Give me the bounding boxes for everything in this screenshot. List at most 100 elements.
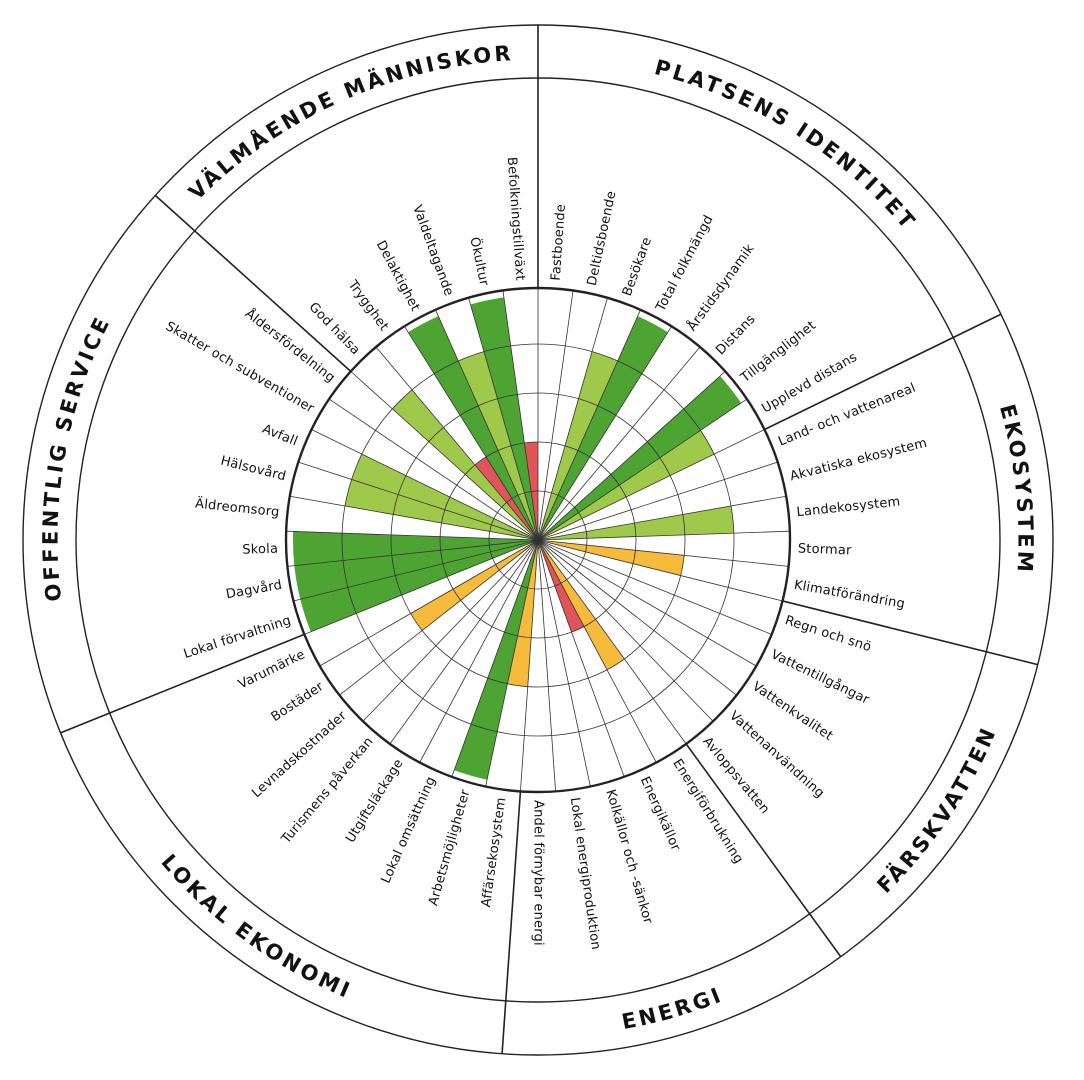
category-label-path: ENERGI bbox=[620, 982, 724, 1034]
spoke-line bbox=[537, 297, 608, 541]
spoke-line bbox=[350, 371, 539, 541]
spoke-line bbox=[435, 309, 539, 541]
category-divider bbox=[685, 743, 842, 958]
spoke-line bbox=[468, 297, 539, 541]
indicator-label: Delaktighet bbox=[373, 238, 423, 314]
spoke-line bbox=[537, 530, 790, 541]
indicator-label: Ökultur bbox=[466, 235, 493, 287]
ring-layer bbox=[22, 24, 1054, 1056]
spoke-line bbox=[304, 539, 539, 635]
indicator-label: Energikällor bbox=[637, 774, 683, 853]
spoke-line bbox=[375, 346, 539, 541]
spoke-line bbox=[293, 539, 539, 602]
indicator-label: Skatter och subventioner bbox=[163, 319, 317, 417]
spoke-line bbox=[537, 539, 657, 763]
spoke-line bbox=[537, 371, 726, 541]
indicator-label: Hälsovård bbox=[219, 454, 288, 485]
indicator-label: Valdeltagande bbox=[409, 203, 456, 298]
bar-trygghet bbox=[475, 456, 538, 540]
indicator-label: Fastboende bbox=[549, 203, 569, 281]
bar-upplevd-distans bbox=[538, 430, 715, 540]
spoke-line bbox=[286, 530, 539, 541]
spoke-line bbox=[287, 539, 539, 567]
indicator-label: Deltidsboende bbox=[585, 190, 620, 288]
category-divider bbox=[501, 791, 522, 1054]
spoke-line bbox=[520, 539, 539, 792]
bar-arbetsm-jligheter bbox=[454, 540, 538, 780]
indicator-label: Andel förnybar energi bbox=[531, 800, 546, 946]
indicator-label: Äldreomsorg bbox=[194, 496, 280, 521]
spoke-line bbox=[537, 539, 625, 777]
spoke-line bbox=[404, 326, 539, 541]
spoke-line bbox=[537, 290, 574, 541]
category-divider bbox=[764, 313, 1002, 431]
indicator-label: Bostäder bbox=[269, 679, 327, 725]
bar-energif-rbrukning bbox=[538, 540, 625, 670]
indicator-label: Lokal energiproduktion bbox=[567, 796, 603, 950]
spoke-line bbox=[537, 539, 591, 787]
spoke-line bbox=[537, 539, 757, 667]
bar-valdeltagande bbox=[458, 351, 538, 540]
category-label-path: PLATSENS IDENTITET bbox=[652, 55, 918, 235]
bar-bost-der bbox=[410, 540, 538, 631]
category-divider bbox=[60, 633, 305, 734]
spoke-line bbox=[319, 539, 539, 667]
indicator-label: Befolkningstillväxt bbox=[504, 157, 528, 282]
bar-skola bbox=[293, 531, 538, 566]
indicator-label: Affärsekosystem bbox=[479, 796, 509, 908]
category-label: VÄLMÅENDE MÄNNISKOR bbox=[184, 41, 514, 205]
bar-god-h-lsa bbox=[392, 389, 538, 540]
category-label: LOKAL EKONOMI bbox=[156, 850, 355, 1004]
spoke-line bbox=[537, 429, 765, 541]
category-label-path: FÄRSKVATTEN bbox=[872, 722, 998, 897]
category-label-path: LOKAL EKONOMI bbox=[156, 850, 352, 1004]
spoke-line bbox=[328, 398, 539, 541]
indicator-label: Landekosystem bbox=[796, 494, 901, 520]
spoke-line bbox=[451, 539, 539, 777]
category-label-path: VÄLMÅENDE MÄNNISKOR bbox=[184, 41, 511, 205]
category-label: ENERGI bbox=[620, 982, 727, 1034]
spoke-line bbox=[389, 539, 539, 745]
spoke-line bbox=[537, 539, 789, 567]
category-label: FÄRSKVATTEN bbox=[872, 722, 1001, 897]
spoke-line bbox=[537, 461, 778, 541]
spoke-line bbox=[298, 461, 539, 541]
spoke-line bbox=[537, 539, 714, 722]
spoke-line bbox=[537, 346, 701, 541]
category-label: PLATSENS IDENTITET bbox=[652, 55, 921, 235]
category-divider bbox=[782, 600, 1038, 666]
spoke-line bbox=[537, 539, 772, 635]
category-label-path: EKOSYSTEM bbox=[995, 402, 1035, 576]
indicator-label: Akvatiska ekosystem bbox=[788, 436, 928, 485]
bar--kultur bbox=[470, 297, 538, 540]
spoke-line bbox=[537, 539, 737, 696]
spoke-layer bbox=[286, 288, 790, 792]
spoke-line bbox=[537, 539, 687, 745]
bar-total-folkm-ngd bbox=[538, 316, 668, 540]
spoke-line bbox=[485, 539, 539, 787]
spoke-line bbox=[362, 539, 539, 722]
spoke-line bbox=[537, 326, 672, 541]
indicator-label: Skola bbox=[242, 542, 278, 558]
indicator-label: Trygghet bbox=[344, 277, 391, 334]
bar-avfall bbox=[351, 454, 538, 540]
spoke-line bbox=[537, 309, 641, 541]
bar-lokal-f-rvaltning bbox=[300, 540, 538, 632]
spoke-line bbox=[289, 495, 539, 541]
indicator-label: Stormar bbox=[798, 542, 853, 559]
category-divider bbox=[154, 194, 352, 372]
spoke-line bbox=[537, 495, 787, 541]
bar-energik-llor bbox=[538, 540, 585, 633]
indicator-label: Arbetsmöjligheter bbox=[426, 787, 474, 907]
indicator-label: Avfall bbox=[260, 422, 300, 450]
spoke-line bbox=[419, 539, 539, 763]
spoke-line bbox=[311, 429, 539, 541]
bar-h-lsov-rd bbox=[344, 479, 538, 540]
bar-delaktighet bbox=[408, 316, 538, 540]
spoke-line bbox=[502, 290, 539, 541]
spoke-line bbox=[537, 539, 783, 602]
indicator-label: Varumärke bbox=[236, 647, 308, 692]
bar-bes-kare bbox=[538, 351, 618, 540]
indicator-label: Dagvård bbox=[225, 578, 283, 603]
category-label: EKOSYSTEM bbox=[995, 402, 1038, 576]
